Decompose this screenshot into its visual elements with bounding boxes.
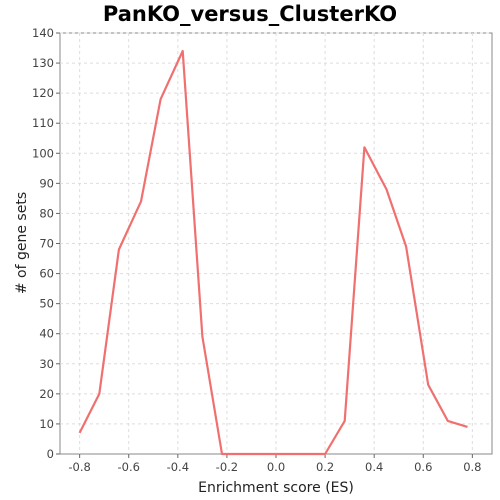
x-tick-label: 0.8 <box>463 460 481 474</box>
y-tick-label: 140 <box>32 26 54 40</box>
y-tick-label: 30 <box>39 357 54 371</box>
x-tick-label: -0.6 <box>118 460 140 474</box>
y-tick-label: 90 <box>39 176 54 190</box>
x-tick-label: -0.2 <box>216 460 238 474</box>
x-tick-label: -0.4 <box>167 460 189 474</box>
y-tick-label: 130 <box>32 56 54 70</box>
x-tick-label: 0.2 <box>316 460 334 474</box>
y-tick-label: 60 <box>39 267 54 281</box>
x-tick-label: 0.0 <box>267 460 285 474</box>
y-tick-label: 120 <box>32 86 54 100</box>
axis-ticks: 0 10 20 30 40 50 60 70 80 90 100 110 120 130 140 -0.8 -0… <box>32 26 481 474</box>
y-tick-label: 10 <box>39 417 54 431</box>
x-axis-label: Enrichment score (ES) <box>198 480 354 496</box>
y-axis-label: # of gene sets <box>14 192 30 294</box>
y-tick-label: 80 <box>39 206 54 220</box>
x-tick-label: -0.8 <box>68 460 90 474</box>
x-tick-label: 0.6 <box>414 460 432 474</box>
y-tick-label: 20 <box>39 387 54 401</box>
y-tick-label: 40 <box>39 327 54 341</box>
x-tick-label: 0.4 <box>365 460 383 474</box>
y-tick-label: 50 <box>39 297 54 311</box>
y-tick-label: 70 <box>39 237 54 251</box>
series-line <box>78 49 468 456</box>
y-tick-label: 110 <box>32 116 54 130</box>
y-tick-label: 100 <box>32 146 54 160</box>
chart-title: PanKO_versus_ClusterKO <box>102 2 398 26</box>
y-tick-label: 0 <box>47 447 54 461</box>
